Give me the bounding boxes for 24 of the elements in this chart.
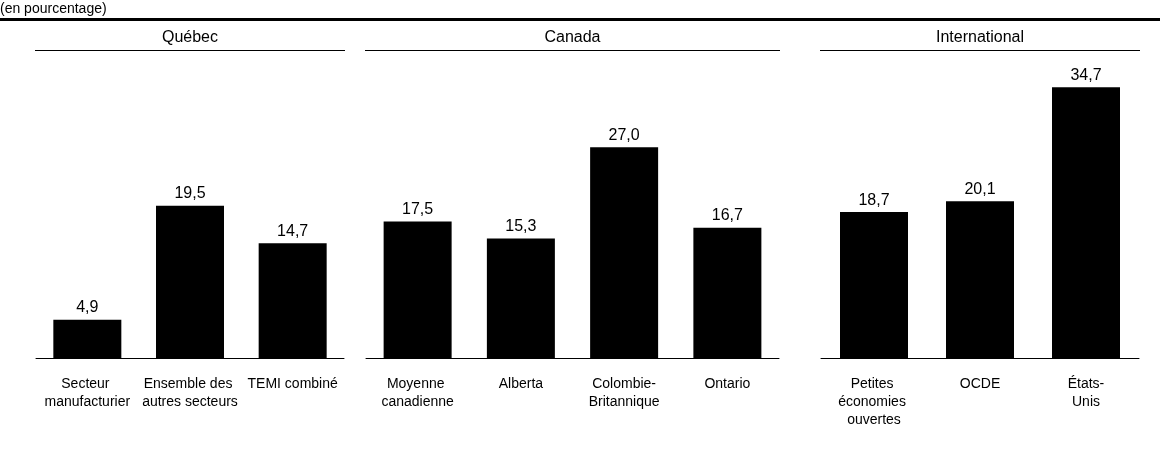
data-label: 15,3 xyxy=(505,217,537,235)
x-tick-label: Alberta xyxy=(498,375,544,391)
x-tick-label: Ensemble des autres secteurs xyxy=(142,375,238,409)
text: (en pourcentage) xyxy=(0,0,1160,21)
data-label: 27,0 xyxy=(608,125,640,143)
chart-title: Canada xyxy=(365,24,780,51)
x-tick-label: États-Unis xyxy=(1067,375,1105,409)
data-label: 14,7 xyxy=(277,221,309,239)
data-label: 17,5 xyxy=(402,199,434,217)
x-tick-label: OCDE xyxy=(959,375,1001,391)
x-tick-label: TEMI combiné xyxy=(247,375,338,391)
data-label: 20,1 xyxy=(964,179,996,197)
data-label: 19,5 xyxy=(174,184,206,202)
x-tick-label: Moyenne canadienne xyxy=(381,375,455,409)
data-label: 16,7 xyxy=(711,206,744,224)
data-label: 34,7 xyxy=(1070,65,1102,83)
chart-title: Québec xyxy=(35,24,345,51)
chart-title: International xyxy=(820,24,1140,51)
x-tick-label: Colombie-Britannique xyxy=(588,375,660,409)
data-label: 18,7 xyxy=(858,190,890,208)
x-tick-label: Petites économies ouvertes xyxy=(838,375,910,427)
x-tick-label: Secteur manufacturier xyxy=(44,375,131,409)
x-tick-label: Ontario xyxy=(704,375,751,391)
data-label: 4,9 xyxy=(76,298,99,316)
